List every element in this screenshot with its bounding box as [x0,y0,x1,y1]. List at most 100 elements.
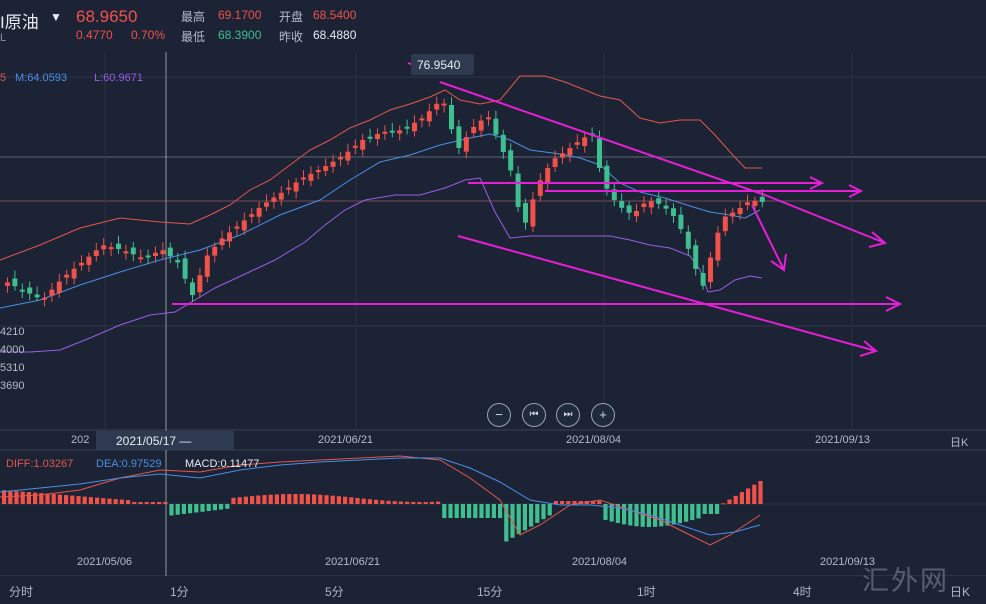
macd-value: MACD:0.11477 [185,458,260,470]
tab-1min[interactable]: 1分 [170,585,189,599]
macd-diff-line [0,455,761,546]
macd-bar [454,504,459,518]
date-axis-label: 202 [71,434,90,446]
macd-bar [262,495,267,504]
macd-bar [95,497,100,504]
macd-bar [349,497,354,504]
candle-body [56,281,62,293]
macd-bar [138,502,143,504]
instrument-name[interactable]: I原油 [0,13,39,32]
candle-body [737,208,743,215]
candle-body [434,103,440,110]
tab-4hour[interactable]: 4时 [793,585,812,599]
peak-price-tag: 76.9540 [411,54,474,75]
macd-bar [473,504,478,518]
macd-bar [299,494,304,504]
candle-body [204,255,210,277]
macd-bar [113,499,118,504]
instrument-subtitle: L [0,32,7,44]
open-label: 开盘 [279,10,304,24]
zoom-out-button[interactable]: − [487,403,511,427]
candle-body [330,161,336,167]
candle-body [175,259,181,263]
macd-bar [423,501,428,504]
macd-diff-value: DIFF:1.03267 [6,458,74,470]
boll-lower-line [0,177,763,353]
low-value: 68.3900 [218,28,262,42]
boll-upper-value: 5 [0,72,7,84]
macd-bar [126,500,131,504]
candle-body [412,122,417,132]
macd-bar [107,498,112,504]
macd-bar [150,502,155,504]
candle-body [463,137,469,152]
macd-bar [665,504,670,526]
candle-body [315,170,321,173]
candle-body [604,165,610,189]
macd-bar [33,492,38,504]
scroll-right-button[interactable]: ⏭ [556,403,580,427]
candle-body [708,257,713,282]
date-axis-label: 2021/08/04 [566,434,622,446]
candle-body [515,173,521,207]
macd-bar [20,491,25,504]
candle-body [182,258,188,279]
candle-body [567,148,573,156]
candle-body [167,247,173,257]
crosshair-date-box: 2021/05/17 — [96,431,234,450]
chevron-down-icon[interactable]: ▼ [50,10,62,24]
candle-body [301,177,306,180]
macd-bar [733,495,738,504]
candle-body [219,238,225,246]
macd-bar [566,501,571,504]
macd-bar [88,497,93,504]
macd-bar [758,480,763,504]
candle-body [685,231,691,249]
macd-dea-line [0,457,761,536]
tab-1hour[interactable]: 1时 [637,585,656,599]
tab-5min[interactable]: 5分 [325,585,344,599]
macd-bar [677,504,682,524]
candle-body [256,207,262,217]
macd-bar [721,503,726,505]
candle-body [145,255,151,258]
candle-body [293,182,299,192]
candle-body [338,157,343,160]
candle-body [508,150,514,171]
macd-bar [684,504,689,522]
candle-body [419,118,425,121]
macd-bar [398,501,403,504]
macd-bar [57,494,62,504]
candle-body [626,205,632,213]
tab-daily[interactable]: 日K [950,585,971,599]
high-label: 最高 [181,10,206,24]
candle-body [79,262,84,266]
candle-body [116,243,121,249]
macd-bar [479,504,484,518]
scroll-left-button[interactable]: ⏮ [522,403,546,427]
macd-bar [448,504,453,518]
candle-body [367,136,373,139]
macd-bar [318,494,323,504]
zoom-in-button[interactable]: + [591,403,615,427]
candle-body [641,203,647,208]
macd-bar [467,504,472,518]
macd-bar [268,494,273,504]
candle-body [471,126,477,134]
macd-bar [522,504,527,531]
macd-bar [646,504,651,527]
candle-body [308,173,314,181]
candle-body [108,247,114,250]
macd-bar [206,504,211,512]
period-tabs: 分时 1分 5分 15分 1时 4时 日K [0,576,986,604]
tab-fenshi[interactable]: 分时 [9,585,34,599]
boll-lower-value: L:60.9671 [94,72,143,84]
candle-body [722,216,728,232]
macd-bar [119,499,124,504]
tab-15min[interactable]: 15分 [477,585,503,599]
candle-body [352,145,358,148]
price-change-pct: 0.70% [131,28,166,42]
macd-bar [380,500,385,504]
macd-bar [82,496,87,504]
